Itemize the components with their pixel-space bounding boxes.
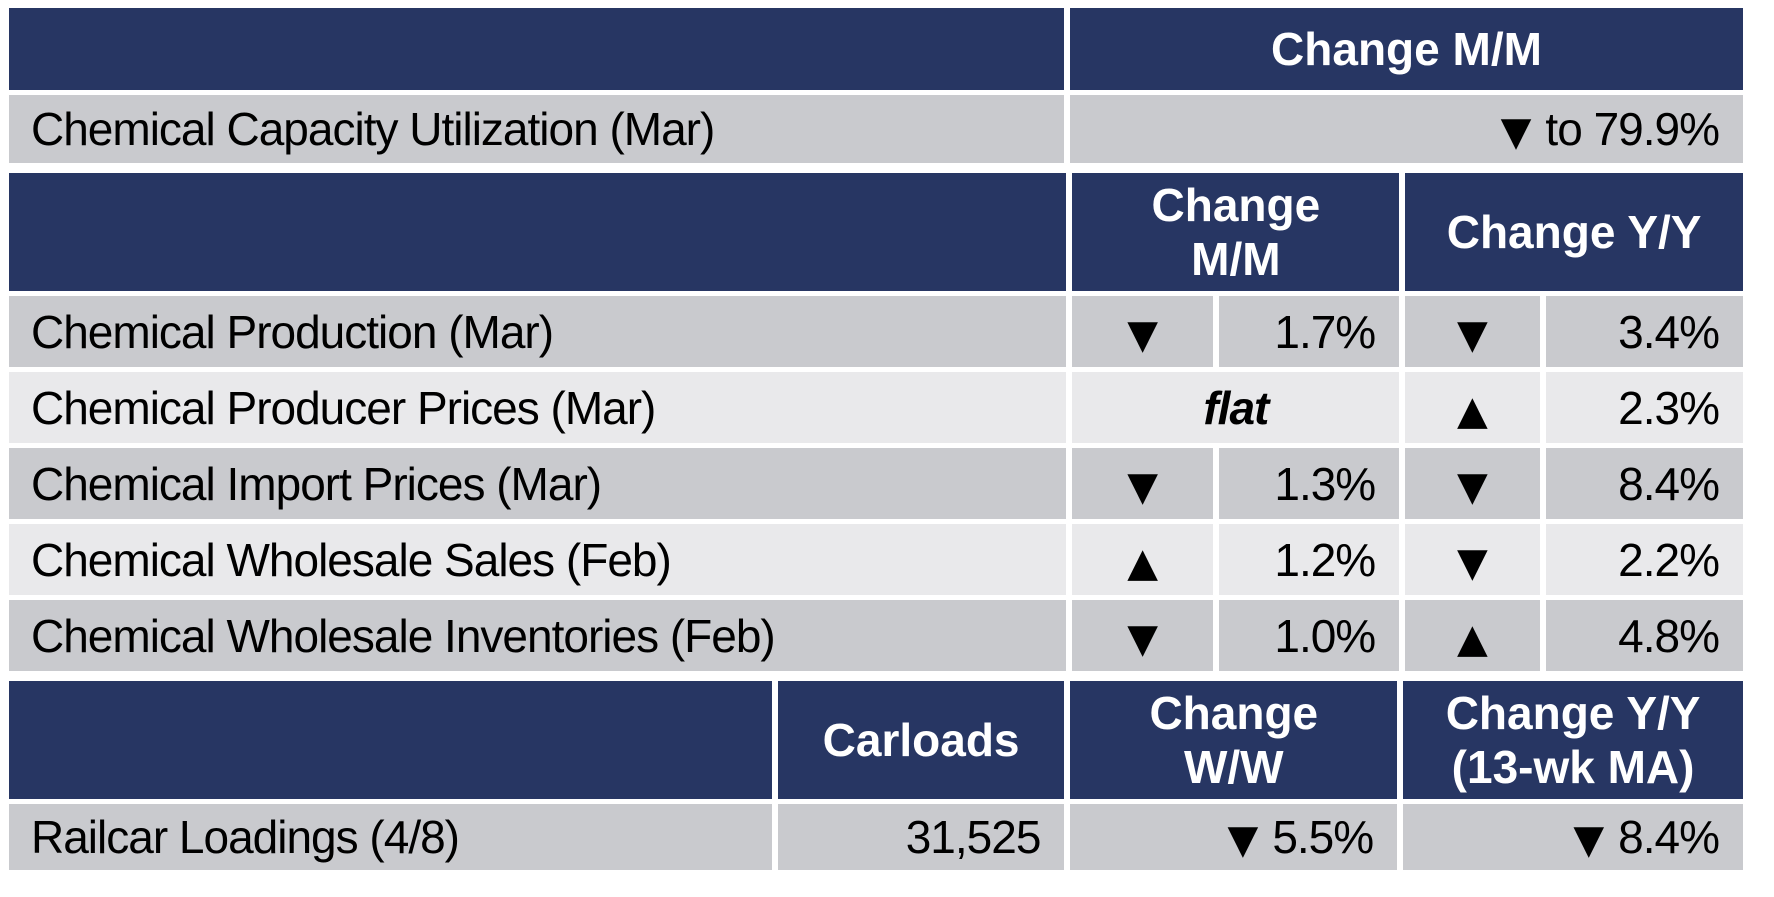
table-row-chemical-production: Chemical Production (Mar) ▼ 1.7% ▼ 3.4% (9, 296, 1743, 367)
capacity-change-mm-value: ▼ to 79.9% (1070, 95, 1743, 163)
yy-value-cell: 4.8% (1545, 600, 1743, 671)
rail-header-spacer-cell (9, 681, 772, 799)
mm-arrow-cell: ▼ (1072, 600, 1213, 671)
yy-arrow-cell: ▼ (1405, 448, 1540, 519)
mm-arrow-cell: ▼ (1072, 296, 1213, 367)
down-arrow-icon: ▼ (1456, 539, 1488, 586)
yy-arrow-cell: ▼ (1405, 296, 1540, 367)
down-arrow-icon: ▼ (1456, 311, 1488, 358)
table-row-chemical-producer-prices: Chemical Producer Prices (Mar) flat ▲ 2.… (9, 372, 1743, 443)
yy-value-cell: 2.3% (1545, 372, 1743, 443)
rail-header-row: Carloads Change W/W Change Y/Y (13-wk MA… (9, 681, 1743, 799)
indicators-change-mm-header: Change M/M (1072, 173, 1400, 291)
rail-change-ww-header: Change W/W (1070, 681, 1398, 799)
capacity-change-mm-header: Change M/M (1070, 8, 1743, 90)
row-label: Chemical Wholesale Inventories (Feb) (9, 600, 1067, 671)
row-label: Railcar Loadings (4/8) (9, 804, 772, 870)
yy-arrow-cell: ▲ (1405, 600, 1540, 671)
row-label: Chemical Import Prices (Mar) (9, 448, 1067, 519)
rail-change-yy-13wk-header: Change Y/Y (13-wk MA) (1403, 681, 1743, 799)
rail-carloads-header: Carloads (777, 681, 1065, 799)
capacity-header-row: Change M/M (9, 8, 1743, 90)
mm-flat-value-cell: flat (1072, 372, 1400, 443)
indicators-change-yy-header: Change Y/Y (1405, 173, 1743, 291)
down-arrow-icon: ▼ (1456, 463, 1488, 510)
table-row-railcar-loadings: Railcar Loadings (4/8) 31,525 ▼ 5.5% ▼ 8.4… (9, 804, 1743, 870)
mm-value-cell: 1.3% (1218, 448, 1400, 519)
table-row-chemical-wholesale-inventories: Chemical Wholesale Inventories (Feb) ▼ 1… (9, 600, 1743, 671)
table-row-chemical-wholesale-sales: Chemical Wholesale Sales (Feb) ▲ 1.2% ▼ … (9, 524, 1743, 595)
capacity-header-spacer-cell (9, 8, 1064, 90)
table-row-chemical-import-prices: Chemical Import Prices (Mar) ▼ 1.3% ▼ 8.… (9, 448, 1743, 519)
ww-value-cell: ▼ 5.5% (1070, 804, 1398, 870)
capacity-row-label: Chemical Capacity Utilization (Mar) (9, 95, 1064, 163)
up-arrow-icon: ▲ (1456, 615, 1488, 662)
row-label: Chemical Production (Mar) (9, 296, 1067, 367)
up-arrow-icon: ▲ (1456, 387, 1488, 434)
mm-value-cell: 1.7% (1218, 296, 1400, 367)
railcar-loadings-table: Carloads Change W/W Change Y/Y (13-wk MA… (3, 676, 1749, 875)
mm-value-cell: 1.2% (1218, 524, 1400, 595)
monthly-indicators-table: Change M/M Change Y/Y Chemical Productio… (3, 168, 1749, 676)
yy-value-cell: ▼ 8.4% (1403, 804, 1743, 870)
indicators-header-row: Change M/M Change Y/Y (9, 173, 1743, 291)
down-arrow-icon: ▼ (1227, 817, 1259, 863)
ww-value-text: 5.5% (1272, 811, 1374, 863)
capacity-utilization-table: Change M/M Chemical Capacity Utilization… (3, 3, 1749, 168)
down-arrow-icon: ▼ (1573, 817, 1605, 863)
yy-arrow-cell: ▲ (1405, 372, 1540, 443)
down-arrow-icon: ▼ (1127, 615, 1159, 662)
mm-arrow-cell: ▼ (1072, 448, 1213, 519)
up-arrow-icon: ▲ (1127, 539, 1159, 586)
row-label: Chemical Wholesale Sales (Feb) (9, 524, 1067, 595)
capacity-data-row: Chemical Capacity Utilization (Mar) ▼ to … (9, 95, 1743, 163)
down-arrow-icon: ▼ (1127, 311, 1159, 358)
down-arrow-icon: ▼ (1127, 463, 1159, 510)
yy-value-cell: 3.4% (1545, 296, 1743, 367)
down-arrow-icon: ▼ (1500, 109, 1532, 155)
yy-arrow-cell: ▼ (1405, 524, 1540, 595)
indicators-header-spacer-cell (9, 173, 1067, 291)
capacity-value-text: to 79.9% (1545, 103, 1720, 155)
mm-arrow-cell: ▲ (1072, 524, 1213, 595)
yy-value-cell: 8.4% (1545, 448, 1743, 519)
yy-value-cell: 2.2% (1545, 524, 1743, 595)
row-label: Chemical Producer Prices (Mar) (9, 372, 1067, 443)
yy-value-text: 8.4% (1618, 811, 1720, 863)
mm-value-cell: 1.0% (1218, 600, 1400, 671)
carloads-value-cell: 31,525 (777, 804, 1065, 870)
